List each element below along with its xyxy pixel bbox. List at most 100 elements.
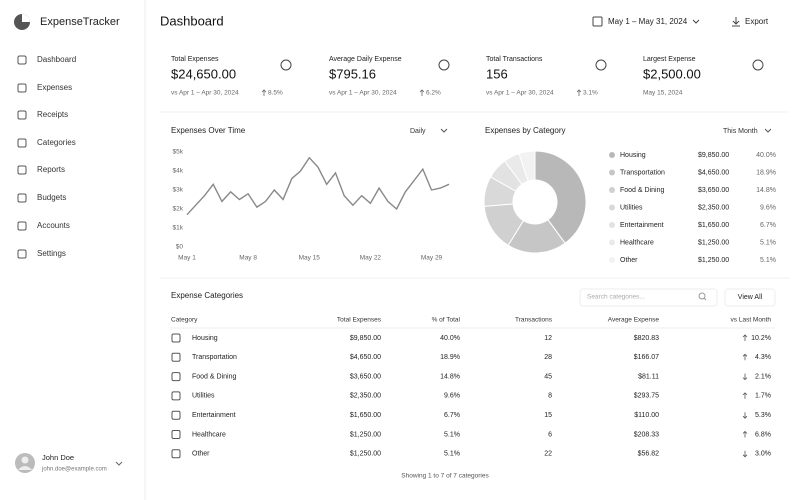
cell: 40.0% [440,335,460,342]
legend-label: Utilities [620,204,643,211]
cell: $2,350.00 [350,393,381,400]
nav-item[interactable]: Budgets [37,193,66,202]
cell: $110.00 [634,412,659,419]
nav-icon [17,249,27,259]
chevron[interactable] [692,19,700,24]
search-input[interactable]: Search categories... [587,294,645,301]
kpi-value: $24,650.00 [171,66,236,81]
y-tick-label: $2k [173,206,184,213]
trend-arrow [419,89,425,96]
column-header: Transactions [515,317,553,324]
calendar-icon [592,16,603,27]
x-tick-label: May 29 [421,255,443,262]
trend-arrow [742,450,748,458]
cell: 28 [544,354,552,361]
legend-percent: 6.7% [760,222,776,229]
y-tick-label: $3k [173,187,184,194]
cell: 6 [548,431,552,438]
chart-control[interactable]: Daily [410,128,426,135]
date-range[interactable]: May 1 – May 31, 2024 [608,17,688,26]
kpi-value: 156 [486,66,508,81]
chevron[interactable] [764,128,772,133]
column-header: % of Total [432,317,461,324]
nav-item[interactable]: Expenses [37,83,72,92]
trend-arrow [742,353,748,361]
cell: 2.1% [755,373,771,380]
legend-percent: 5.1% [760,257,776,264]
legend-label: Entertainment [620,222,664,229]
legend-label: Other [620,257,638,264]
cell: 10.2% [751,335,771,342]
x-tick-label: May 8 [239,255,257,262]
nav-item[interactable]: Accounts [37,221,70,230]
cell: $166.07 [634,354,659,361]
category-icon [171,391,181,401]
nav-item[interactable]: Settings [37,249,66,258]
nav-item[interactable]: Reports [37,165,65,174]
cell: $9,850.00 [350,335,381,342]
nav-item[interactable]: Dashboard [37,55,76,64]
view-all-button[interactable] [724,288,776,307]
cell: $1,650.00 [350,412,381,419]
cell: 1.7% [755,393,771,400]
legend-percent: 18.9% [756,169,776,176]
cell: $293.75 [634,393,659,400]
cell: 12 [544,335,552,342]
view-all[interactable]: View All [738,294,763,301]
search-box[interactable] [579,288,718,307]
cell: $4,650.00 [350,354,381,361]
kpi-icon [438,59,450,71]
user-email: john.doe@example.com [41,467,107,473]
export-icon [732,17,740,27]
cell: 18.9% [440,354,460,361]
legend-value: $1,250.00 [698,239,729,246]
avatar-body [18,466,32,470]
nav-item[interactable]: Categories [37,138,76,147]
legend-percent: 14.8% [756,187,776,194]
legend-swatch [609,152,615,158]
category-icon [171,372,181,382]
kpi-icon [280,59,292,71]
cell: 6.8% [755,431,771,438]
category-icon [171,352,181,362]
cell: Other [192,451,210,458]
nav-icon [17,165,27,175]
cell: 5.1% [444,451,460,458]
chart-control[interactable]: This Month [723,128,758,135]
legend-label: Housing [620,152,646,159]
legend-label: Food & Dining [620,187,664,194]
legend-value: $9,850.00 [698,152,729,159]
category-icon [171,410,181,420]
cell: 22 [544,451,552,458]
legend-swatch [609,187,615,193]
category-icon [171,333,181,343]
cell: 5.3% [755,412,771,419]
x-tick-label: May 22 [360,255,382,262]
nav-icon [17,55,27,65]
category-icon [171,430,181,439]
legend-value: $1,250.00 [698,257,729,264]
cell: $3,650.00 [350,373,381,380]
chevron[interactable] [115,461,123,466]
y-tick-label: $1k [173,225,184,232]
legend-label: Transportation [620,169,665,176]
user-name: John Doe [42,453,74,462]
trend-arrow [742,430,748,438]
x-tick-label: May 15 [299,255,321,262]
search-icon [703,297,707,301]
column-header: vs Last Month [731,317,772,324]
cell: Healthcare [192,431,226,438]
column-header: Average Expense [608,317,660,324]
legend-value: $1,650.00 [698,222,729,229]
cell: 9.6% [444,393,460,400]
chevron[interactable] [440,128,448,133]
nav-item[interactable]: Receipts [37,110,68,119]
kpi-icon [752,59,764,71]
cell: 15 [544,412,552,419]
cell: $1,250.00 [350,431,381,438]
cell: $81.11 [638,373,659,380]
export-button[interactable]: Export [745,17,769,26]
legend-swatch [609,222,615,228]
cell: 8 [548,393,552,400]
